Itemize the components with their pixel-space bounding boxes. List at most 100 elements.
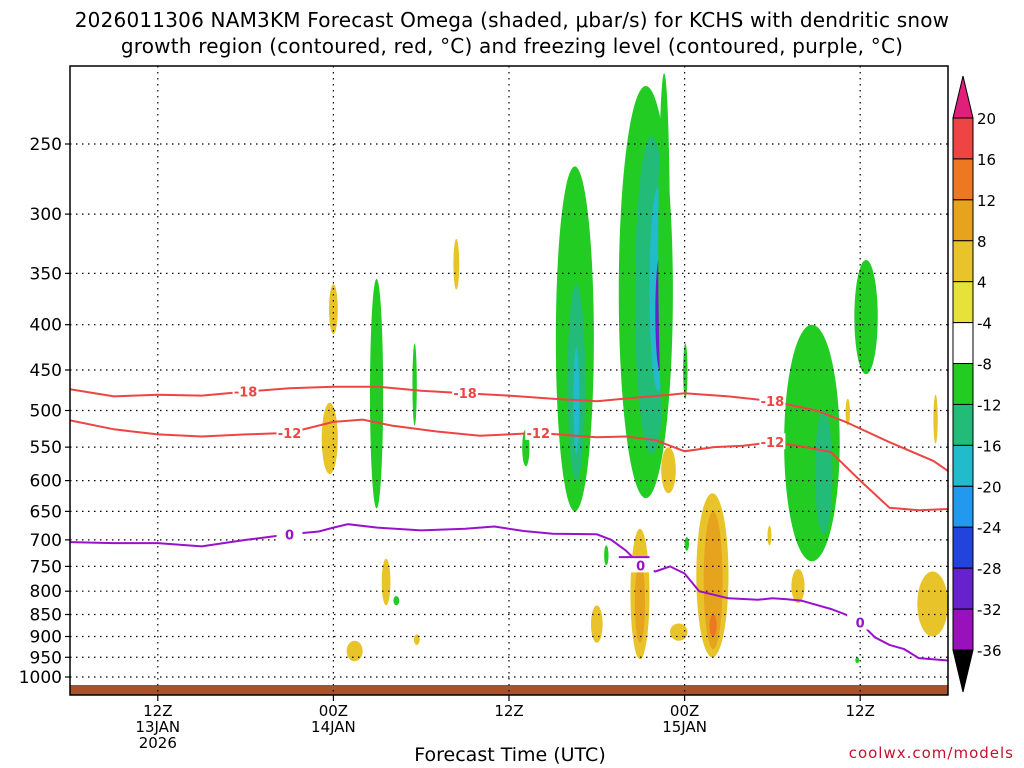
- colorbar-label: 16: [977, 151, 996, 169]
- colorbar-label: -16: [977, 437, 1002, 455]
- x-tick-label: 12Z: [494, 702, 523, 720]
- colorbar-label: -24: [977, 519, 1002, 537]
- colorbar-label: 8: [977, 233, 987, 251]
- colorbar-label: -20: [977, 478, 1002, 496]
- colorbar-segment: [952, 403, 974, 446]
- x-axis-title: Forecast Time (UTC): [414, 744, 606, 766]
- colorbar-top-arrow: [952, 75, 974, 119]
- y-tick-label: 450: [30, 361, 62, 381]
- x-tick-label: 2026: [139, 734, 177, 752]
- contour-label-bg: [452, 384, 479, 401]
- x-tick-label: 14JAN: [311, 718, 356, 736]
- x-tick-label: 00Z: [319, 702, 348, 720]
- omega-region-13: [814, 410, 833, 535]
- y-tick-label: 300: [30, 205, 62, 225]
- y-tick-label: 900: [30, 627, 62, 647]
- omega-region-14: [854, 259, 878, 375]
- x-tick-label: 12Z: [143, 702, 172, 720]
- colorbar-bottom-arrow: [952, 649, 974, 693]
- x-tick-label: 00Z: [670, 702, 699, 720]
- colorbar-label: -32: [977, 601, 1002, 619]
- y-tick-label: 250: [30, 135, 62, 155]
- omega-region-17: [393, 595, 400, 606]
- colorbar-segment: [952, 485, 974, 528]
- contour-label-bg: [232, 382, 259, 399]
- chart-title-line1: 2026011306 NAM3KM Forecast Omega (shaded…: [74, 8, 950, 32]
- chart-title-line2: growth region (contoured, red, °C) and f…: [120, 34, 904, 58]
- y-tick-label: 850: [30, 606, 62, 626]
- omega-region-37: [917, 571, 948, 637]
- omega-region-10: [658, 73, 670, 426]
- omega-region-26: [703, 511, 723, 650]
- omega-region-29: [590, 605, 603, 643]
- y-tick-label: 1000: [19, 668, 62, 688]
- contour-label-bg: [759, 433, 786, 450]
- contour-label-bg: [525, 423, 552, 440]
- contour-label-bg: [759, 392, 786, 409]
- colorbar-segment: [952, 199, 974, 242]
- omega-region-35: [845, 398, 850, 426]
- contour-label: -12: [761, 436, 785, 451]
- y-tick-label: 600: [30, 472, 62, 492]
- omega-region-11: [683, 343, 688, 399]
- contour-line-1: [70, 418, 948, 512]
- contour-label: -12: [278, 427, 302, 442]
- colorbar-segment: [952, 158, 974, 201]
- contour-line-0: [70, 385, 948, 472]
- omega-region-1: [412, 343, 417, 426]
- colorbar-label: -12: [977, 396, 1002, 414]
- omega-region-24: [661, 447, 676, 494]
- colorbar-segment: [952, 363, 974, 405]
- omega-region-21: [321, 402, 338, 475]
- omega-region-31: [346, 640, 363, 662]
- omega-region-16: [684, 537, 689, 551]
- colorbar-label: -4: [977, 315, 992, 333]
- y-tick-label: 750: [30, 557, 62, 577]
- colorbar-label: -28: [977, 560, 1002, 578]
- omega-region-12: [784, 324, 840, 562]
- colorbar-segment: [952, 444, 974, 487]
- contour-label-bg: [276, 423, 303, 440]
- omega-region-36: [933, 394, 938, 444]
- y-tick-label: 700: [30, 531, 62, 551]
- contour-label: 0: [285, 528, 294, 543]
- colorbar-label: 12: [977, 192, 996, 210]
- y-tick-label: 500: [30, 402, 62, 422]
- y-tick-label: 400: [30, 316, 62, 336]
- omega-region-27: [709, 614, 717, 637]
- x-tick-label: 12Z: [846, 702, 875, 720]
- omega-region-18: [855, 657, 860, 664]
- omega-region-33: [767, 525, 772, 546]
- contour-label-bg: [847, 613, 874, 630]
- contour-label-bg: [627, 556, 654, 573]
- x-tick-label: 15JAN: [662, 718, 707, 736]
- omega-region-28: [381, 558, 391, 606]
- colorbar-segment: [952, 240, 974, 283]
- colorbar-label: -36: [977, 642, 1002, 660]
- colorbar-segment: [952, 117, 974, 160]
- y-tick-label: 350: [30, 264, 62, 284]
- plot-area: -18 -18 -18 -12 -12 -12 0 0 0: [70, 66, 948, 695]
- y-tick-label: 950: [30, 648, 62, 668]
- y-tick-label: 550: [30, 438, 62, 458]
- contour-label: -18: [453, 387, 477, 402]
- omega-region-15: [604, 545, 609, 566]
- omega-region-0: [369, 278, 384, 509]
- contour-label-bg: [276, 525, 303, 542]
- y-tick-label: 650: [30, 502, 62, 522]
- omega-region-30: [669, 623, 688, 641]
- colorbar-label: 20: [977, 110, 996, 128]
- omega-region-23: [634, 561, 646, 643]
- contour-label: -18: [234, 386, 258, 401]
- contour-label: 0: [856, 617, 865, 632]
- omega-region-19: [329, 284, 338, 335]
- contour-label: -18: [761, 395, 785, 410]
- colorbar-label: -8: [977, 356, 992, 374]
- omega-region-20: [453, 238, 460, 290]
- colorbar-label: 4: [977, 274, 987, 292]
- omega-region-34: [791, 568, 805, 604]
- credit-text: coolwx.com/models: [848, 744, 1014, 762]
- colorbar-segment: [952, 608, 974, 651]
- y-tick-label: 800: [30, 582, 62, 602]
